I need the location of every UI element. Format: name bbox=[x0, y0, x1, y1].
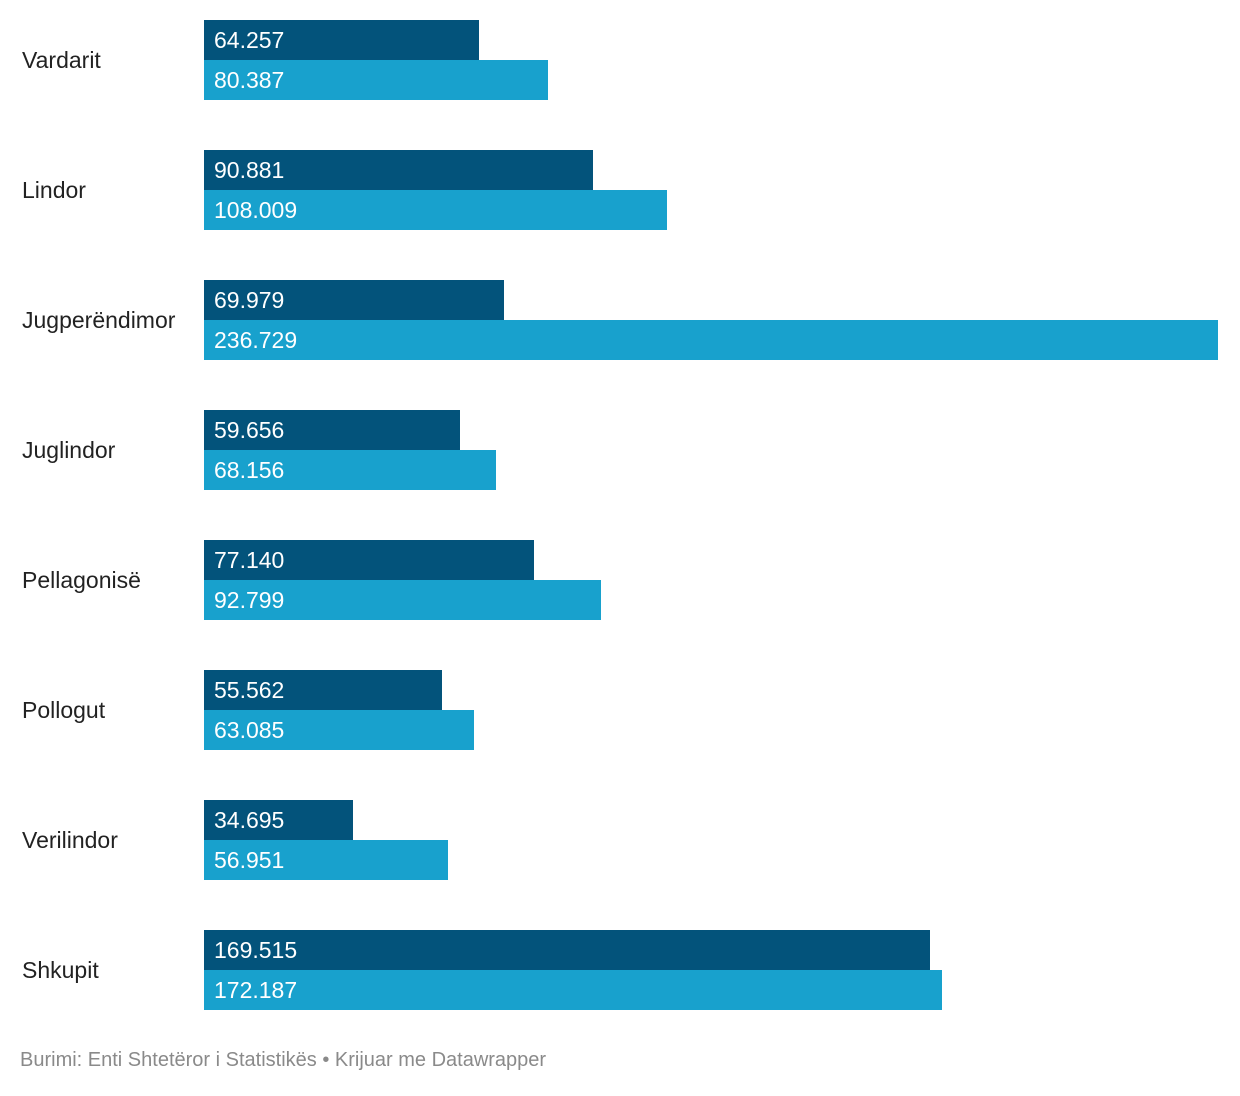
category-label: Pollogut bbox=[22, 697, 106, 723]
bar bbox=[204, 580, 601, 620]
bar bbox=[204, 710, 474, 750]
bar bbox=[204, 450, 496, 490]
bar bbox=[204, 190, 667, 230]
bar-value-label: 108.009 bbox=[214, 197, 297, 223]
bar-value-label: 77.140 bbox=[214, 547, 284, 573]
category-label: Shkupit bbox=[22, 957, 99, 983]
bar-value-label: 69.979 bbox=[214, 287, 284, 313]
category-label: Pellagonisë bbox=[22, 567, 141, 593]
bar bbox=[204, 320, 1218, 360]
source-footer: Burimi: Enti Shtetëror i Statistikës • K… bbox=[20, 1049, 547, 1071]
bar-value-label: 63.085 bbox=[214, 717, 284, 743]
category-label: Lindor bbox=[22, 177, 86, 203]
bar-value-label: 55.562 bbox=[214, 677, 284, 703]
bar bbox=[204, 280, 504, 320]
bar-value-label: 80.387 bbox=[214, 67, 284, 93]
bar bbox=[204, 410, 460, 450]
bar-value-label: 56.951 bbox=[214, 847, 284, 873]
category-label: Vardarit bbox=[22, 47, 101, 73]
category-label: Verilindor bbox=[22, 827, 118, 853]
bar-value-label: 59.656 bbox=[214, 417, 284, 443]
bar bbox=[204, 20, 479, 60]
bar bbox=[204, 930, 930, 970]
bar-chart: Vardarit 64.257 80.387 Lindor 90.881 108.009 J… bbox=[22, 20, 1218, 1010]
bar-value-label: 169.515 bbox=[214, 937, 297, 963]
bar bbox=[204, 150, 593, 190]
bar-value-label: 92.799 bbox=[214, 587, 284, 613]
bar-value-label: 64.257 bbox=[214, 27, 284, 53]
bar bbox=[204, 800, 353, 840]
bar bbox=[204, 670, 442, 710]
bar-value-label: 172.187 bbox=[214, 977, 297, 1003]
bar-value-label: 236.729 bbox=[214, 327, 297, 353]
bar bbox=[204, 970, 942, 1010]
bar-value-label: 34.695 bbox=[214, 807, 284, 833]
bar-value-label: 90.881 bbox=[214, 157, 284, 183]
bar bbox=[204, 540, 534, 580]
category-label: Jugperëndimor bbox=[22, 307, 176, 333]
bar-value-label: 68.156 bbox=[214, 457, 284, 483]
category-label: Juglindor bbox=[22, 437, 116, 463]
bar bbox=[204, 60, 548, 100]
bar bbox=[204, 840, 448, 880]
